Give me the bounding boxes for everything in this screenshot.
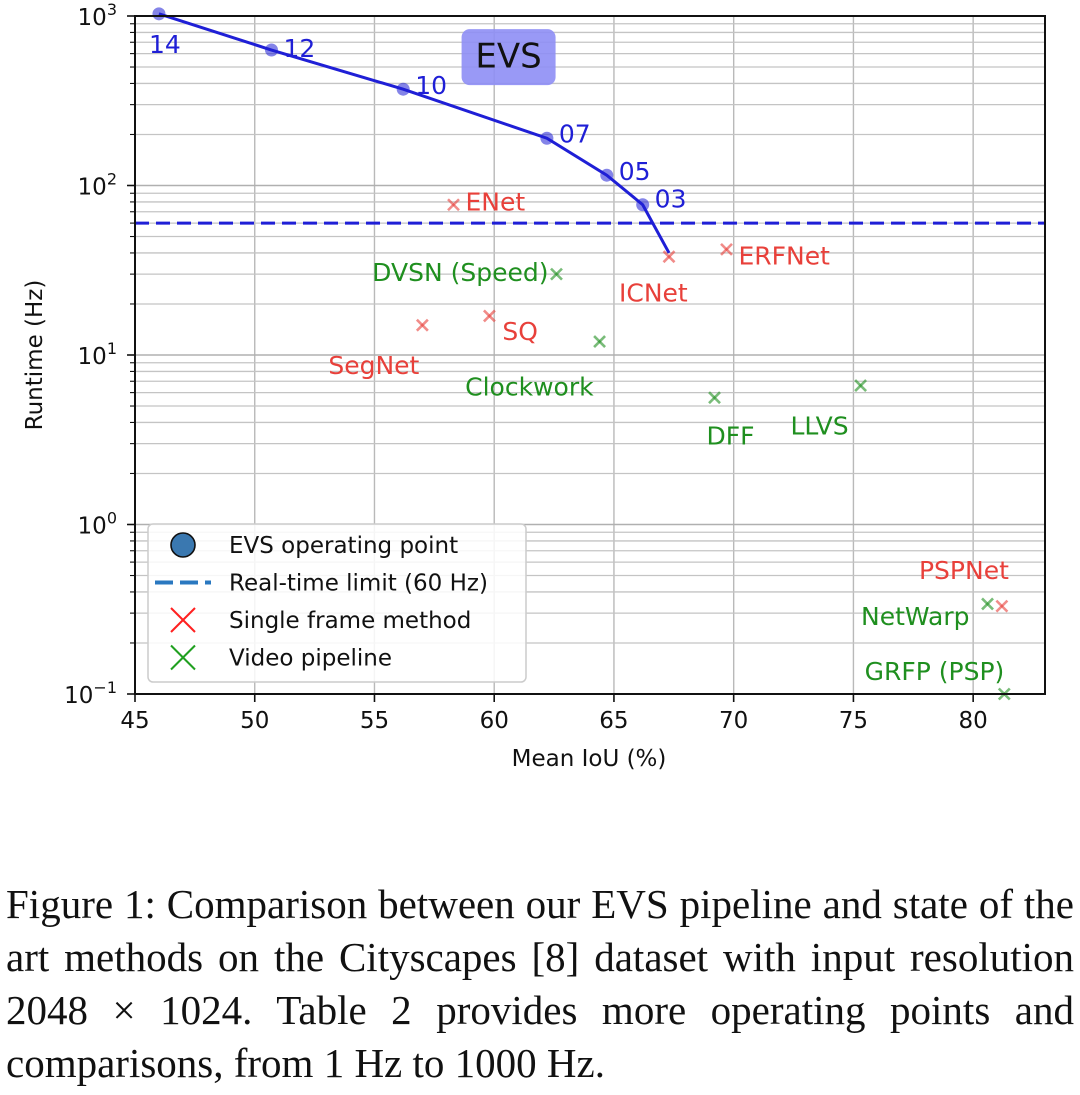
video-point-clockwork (593, 335, 606, 348)
point-label-dff: DFF (707, 422, 755, 451)
y-tick-label: 102 (78, 170, 117, 201)
chart: 14 1210070503ENetICNetERFNetSQSegNetPSPNe… (22, 0, 1046, 772)
point-label-10: 10 (415, 71, 447, 100)
point-label-llvs: LLVS (791, 412, 849, 441)
video-point-dvsn-speed-stroke (550, 267, 563, 281)
video-point-llvs-stroke (854, 379, 868, 393)
evs-curve-line (158, 12, 671, 254)
point-label-dvsn-speed: DVSN (Speed) (372, 258, 548, 287)
legend-marker-single-stroke (170, 607, 196, 633)
x-tick-label: 75 (839, 708, 868, 734)
point-label-sq: SQ (502, 317, 538, 346)
y-tick-label: 10−1 (64, 678, 117, 709)
y-tick-exponent: 0 (107, 509, 117, 528)
y-tick-label: 103 (78, 0, 117, 31)
point-label-grfp-psp: GRFP (PSP) (865, 657, 1005, 686)
x-tick-label: 60 (480, 708, 509, 734)
y-axis-label: Runtime (Hz) (22, 280, 48, 431)
point-label-erfnet: ERFNet (739, 241, 831, 270)
single-point-enet (447, 198, 460, 212)
single-point-segnet-stroke (415, 318, 429, 332)
x-tick-label: 45 (120, 708, 149, 734)
y-tick-base: 10 (78, 5, 107, 31)
video-point-clockwork-stroke (593, 335, 606, 348)
legend-label: Real-time limit (60 Hz) (229, 571, 488, 597)
x-tick-label: 55 (360, 708, 389, 734)
single-point-erfnet (720, 242, 733, 256)
y-tick-exponent: 3 (107, 0, 117, 19)
evs-curve (158, 12, 671, 254)
figure-caption: Figure 1: Comparison between our EVS pip… (6, 881, 1074, 1086)
single-point-icnet (662, 250, 676, 264)
y-tick-exponent: 2 (107, 170, 117, 189)
single-point-icnet-stroke (662, 250, 676, 264)
point-label-icnet: ICNet (619, 279, 688, 308)
video-point-dvsn-speed (550, 267, 563, 281)
x-axis-label: Mean IoU (%) (512, 746, 667, 772)
x-tick-label: 80 (959, 708, 988, 734)
evs-point-10 (396, 82, 410, 96)
legend-marker-video-stroke (170, 644, 196, 671)
single-point-sq-stroke (483, 309, 496, 323)
evs-point-05 (600, 168, 614, 182)
legend: EVS operating point Real-time limit (60 H… (147, 523, 527, 683)
point-label-clockwork: Clockwork (465, 373, 594, 402)
legend-marker-video (170, 644, 196, 671)
point-label-14: 14 (149, 30, 181, 59)
y-tick-exponent: 1 (107, 339, 117, 358)
evs-point-12 (265, 43, 278, 57)
x-tick-label: 65 (599, 708, 628, 734)
y-tick-base: 10 (78, 514, 107, 540)
single-point-sq (483, 309, 496, 323)
x-tick-label: 50 (240, 708, 269, 734)
evs-annotation-text: EVS (475, 37, 541, 77)
evs-point-03 (636, 198, 650, 212)
video-point-dff-stroke (708, 391, 721, 405)
video-point-dff (708, 391, 721, 405)
point-label-netwarp: NetWarp (861, 602, 969, 631)
legend-label: Single frame method (229, 608, 471, 634)
point-label-03: 03 (655, 185, 687, 214)
legend-marker-evs (170, 532, 196, 558)
video-point-netwarp (981, 597, 994, 611)
point-label-enet: ENet (466, 188, 526, 217)
legend-label: EVS operating point (229, 533, 458, 559)
evs-point-07 (540, 131, 554, 145)
single-point-enet-stroke (447, 198, 460, 212)
single-point-erfnet-stroke (720, 242, 733, 256)
point-label-12: 12 (284, 34, 316, 63)
legend-marker-single (170, 607, 196, 633)
y-tick-base: 10 (78, 175, 107, 201)
y-tick-base: 10 (64, 683, 93, 709)
single-point-segnet (415, 318, 429, 332)
single-point-pspnet (995, 599, 1009, 613)
video-point-netwarp-stroke (981, 597, 994, 611)
data-markers (152, 7, 1011, 701)
x-tick-label: 70 (719, 708, 748, 734)
y-tick-label: 101 (78, 339, 117, 370)
video-point-llvs (854, 379, 868, 393)
evs-point-14 (152, 7, 166, 21)
point-label-segnet: SegNet (328, 351, 419, 380)
legend-label: Video pipeline (229, 646, 392, 672)
legend-box (147, 523, 527, 683)
evs-annotation: EVS (461, 29, 556, 86)
evs-annotation-box (461, 29, 556, 86)
y-tick-exponent: −1 (93, 678, 117, 697)
y-tick-base: 10 (78, 344, 107, 370)
point-label-pspnet: PSPNet (919, 556, 1009, 585)
point-label-05: 05 (619, 157, 651, 186)
single-point-pspnet-stroke (995, 599, 1009, 613)
point-label-07: 07 (559, 119, 591, 148)
y-tick-label: 100 (78, 509, 117, 540)
